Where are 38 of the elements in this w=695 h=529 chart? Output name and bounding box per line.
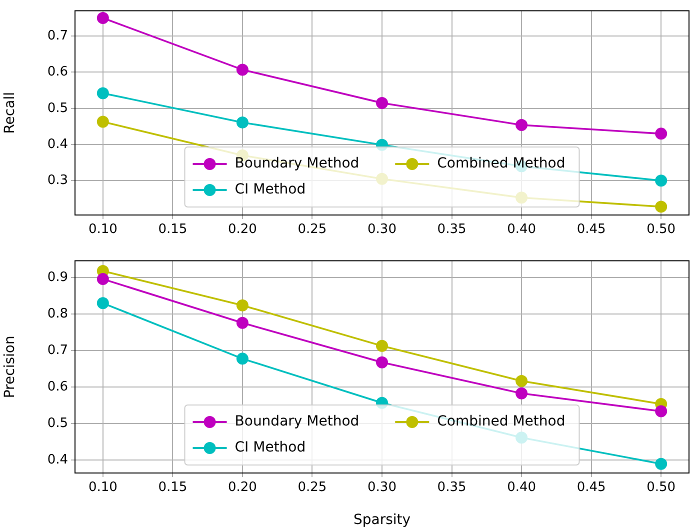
legend-label: Combined Method xyxy=(437,414,566,430)
y-tick-label: 0.7 xyxy=(47,343,68,358)
x-tick-label: 0.30 xyxy=(368,480,396,496)
y-tick-label: 0.3 xyxy=(47,173,68,188)
x-tick-label: 0.50 xyxy=(646,222,676,238)
x-tick-label: 0.10 xyxy=(88,222,118,238)
x-axis-title: Sparsity xyxy=(353,512,411,528)
legend-label: CI Method xyxy=(234,440,306,456)
y-tick-label: 0.8 xyxy=(47,306,68,322)
y-tick-label: 0.4 xyxy=(47,452,68,468)
x-tick-label: 0.45 xyxy=(576,480,606,496)
y-tick-label: 0.6 xyxy=(47,380,68,395)
x-tick-label: 0.50 xyxy=(646,480,676,496)
x-tick-label: 0.25 xyxy=(298,222,327,238)
x-tick-label: 0.25 xyxy=(298,480,327,496)
legend-label: Boundary Method xyxy=(234,156,360,172)
x-tick-label: 0.30 xyxy=(368,222,396,238)
x-tick-label: 0.45 xyxy=(576,222,606,238)
y-tick-label: 0.6 xyxy=(47,64,68,80)
y-tick-label: 0.9 xyxy=(47,270,68,285)
y-tick-label: 0.4 xyxy=(47,136,68,152)
legend-label: Boundary Method xyxy=(234,414,360,430)
y-tick-label: 0.5 xyxy=(47,100,68,116)
y-axis-title: Recall xyxy=(2,92,18,134)
x-tick-label: 0.20 xyxy=(228,222,257,238)
x-tick-label: 0.35 xyxy=(437,480,466,496)
x-tick-label: 0.40 xyxy=(507,480,536,496)
x-tick-label: 0.10 xyxy=(88,480,118,496)
x-tick-label: 0.35 xyxy=(437,222,466,238)
x-tick-label: 0.15 xyxy=(158,480,188,496)
y-tick-label: 0.7 xyxy=(47,28,68,44)
y-axis-title: Precision xyxy=(2,336,18,398)
legend-label: CI Method xyxy=(234,182,306,198)
y-tick-label: 0.5 xyxy=(47,416,68,432)
x-tick-label: 0.40 xyxy=(507,222,536,238)
legend-label: Combined Method xyxy=(437,156,566,172)
x-tick-label: 0.15 xyxy=(158,222,188,238)
x-tick-label: 0.20 xyxy=(228,480,257,496)
